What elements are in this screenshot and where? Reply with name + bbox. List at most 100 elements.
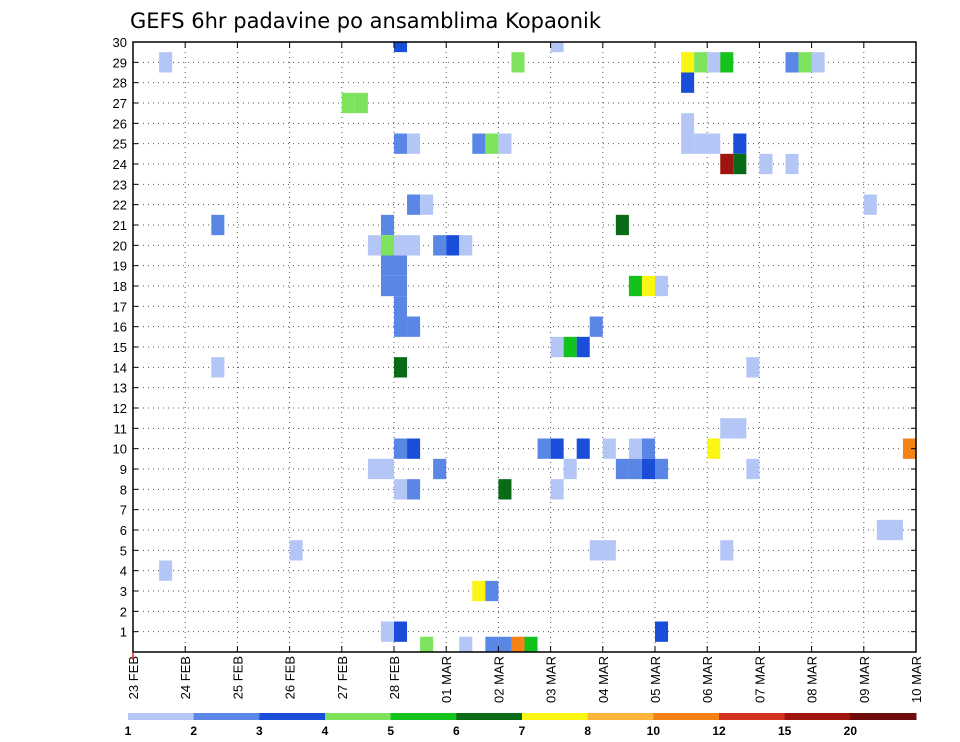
precip-cell	[485, 580, 499, 602]
y-tick-label: 13	[113, 381, 127, 396]
precip-cell	[811, 52, 825, 73]
precip-cell	[394, 133, 408, 154]
precip-cell	[367, 458, 381, 480]
precip-cell	[798, 52, 812, 73]
precip-cell	[889, 519, 903, 541]
y-tick-label: 21	[113, 218, 127, 233]
y-tick-label: 9	[120, 462, 127, 477]
precip-cell	[746, 357, 760, 378]
y-tick-label: 18	[113, 279, 127, 294]
x-tick-label: 07 MAR	[752, 656, 767, 703]
precip-cell	[720, 52, 734, 73]
precip-cell	[902, 438, 916, 459]
colorbar-label: 4	[322, 724, 329, 738]
y-tick-label: 8	[120, 482, 127, 497]
precip-cell	[681, 52, 695, 73]
colorbar-segment	[587, 713, 654, 720]
colorbar-segment	[259, 713, 326, 720]
x-tick-label: 24 FEB	[178, 656, 193, 699]
colorbar-segment	[193, 713, 260, 720]
grid-lines	[133, 42, 916, 652]
precip-cell	[694, 52, 708, 73]
precip-cell	[707, 133, 721, 154]
y-tick-label: 5	[120, 543, 127, 558]
precip-cell	[641, 275, 655, 297]
precip-cell	[655, 275, 669, 297]
y-tick-label: 30	[113, 35, 127, 50]
precip-cell	[354, 92, 368, 114]
precip-cell	[394, 316, 408, 337]
x-tick-label: 10 MAR	[909, 656, 924, 703]
x-axis-ticks: 23 FEB 24 FEB 25 FEB 26 FEB 27 FEB 28 FEB 01 M…	[126, 42, 924, 703]
precip-cell	[498, 479, 512, 500]
precip-cell	[394, 357, 408, 378]
precip-cell	[341, 92, 355, 114]
y-tick-label: 4	[120, 564, 127, 579]
x-tick-label: 04 MAR	[596, 656, 611, 703]
precip-cell	[707, 52, 721, 73]
precip-cell	[498, 636, 512, 652]
x-tick-label: 26 FEB	[283, 656, 298, 699]
precip-cell	[407, 235, 421, 256]
precip-cell	[524, 636, 538, 652]
colorbar-segment	[522, 713, 589, 720]
y-tick-label: 27	[113, 96, 127, 111]
precip-cell	[615, 458, 629, 480]
y-tick-label: 29	[113, 55, 127, 70]
y-tick-label: 24	[113, 157, 127, 172]
precip-cell	[511, 636, 525, 652]
precip-cell	[407, 479, 421, 500]
precip-cell	[563, 458, 577, 480]
precip-cell	[394, 296, 408, 317]
colorbar-segment	[653, 713, 720, 720]
x-tick-label: 03 MAR	[544, 656, 559, 703]
precip-cell	[641, 438, 655, 459]
precip-cell	[720, 540, 734, 561]
precip-cell	[211, 214, 225, 236]
precip-cell	[628, 275, 642, 297]
precip-cell	[380, 458, 394, 480]
colorbar-label: 5	[387, 724, 394, 738]
precip-cell	[407, 133, 421, 154]
y-tick-label: 10	[113, 442, 127, 457]
y-tick-label: 1	[120, 625, 127, 640]
precip-cell	[576, 438, 590, 459]
colorbar-segment	[325, 713, 392, 720]
precip-cell	[394, 275, 408, 297]
y-tick-label: 25	[113, 137, 127, 152]
precip-cell	[720, 418, 734, 439]
y-tick-label: 22	[113, 198, 127, 213]
precip-cell	[733, 153, 747, 175]
colorbar-label: 20	[844, 724, 858, 738]
y-tick-label: 3	[120, 584, 127, 599]
y-tick-label: 12	[113, 401, 127, 416]
x-tick-label: 06 MAR	[700, 656, 715, 703]
precip-cell	[550, 42, 564, 53]
colorbar-segment	[128, 713, 195, 720]
precip-cell	[550, 479, 564, 500]
colorbar: 1 2 3 4 5 6 7 8 10 12 15 20	[125, 713, 917, 738]
y-tick-label: 6	[120, 523, 127, 538]
precip-cell	[681, 72, 695, 93]
precip-cell	[394, 621, 408, 642]
colorbar-label: 2	[190, 724, 197, 738]
precip-cell	[159, 560, 173, 581]
y-tick-label: 7	[120, 503, 127, 518]
precip-cell	[655, 621, 669, 642]
y-tick-label: 26	[113, 116, 127, 131]
precip-cell	[628, 458, 642, 480]
precip-cell	[394, 255, 408, 276]
precip-cell	[446, 235, 460, 256]
precip-cell	[394, 438, 408, 459]
precip-cell	[746, 458, 760, 480]
chart-title: GEFS 6hr padavine po ansamblima Kopaonik	[130, 9, 602, 33]
precip-cell	[380, 214, 394, 236]
precip-cells	[159, 42, 916, 652]
precip-cell	[394, 42, 408, 53]
precip-cell	[876, 519, 890, 541]
precip-cell	[615, 214, 629, 236]
colorbar-label: 6	[453, 724, 460, 738]
colorbar-label: 3	[256, 724, 263, 738]
y-tick-label: 17	[113, 299, 127, 314]
precip-cell	[576, 336, 590, 358]
